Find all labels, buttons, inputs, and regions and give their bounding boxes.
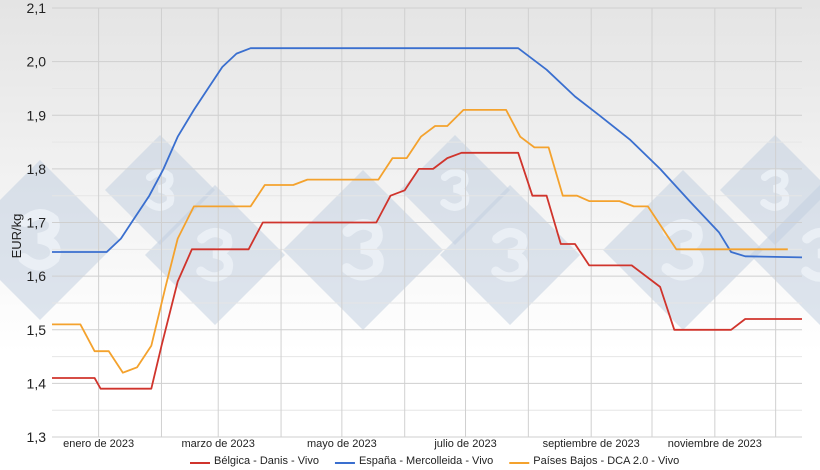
watermark-3-glyph — [145, 168, 175, 211]
x-tick-label: enero de 2023 — [63, 438, 134, 450]
y-axis: 1,3 1,4 1,5 1,6 1,7 1,8 1,9 2,0 2,1 — [27, 0, 47, 445]
watermark-diamond — [0, 160, 120, 320]
y-tick-label: 1,3 — [27, 429, 47, 445]
x-tick-label: noviembre de 2023 — [668, 438, 762, 450]
watermark-diamond — [750, 185, 820, 325]
y-tick-label: 1,8 — [27, 161, 47, 177]
legend-label: Países Bajos - DCA 2.0 - Vivo — [533, 455, 679, 467]
grid — [52, 7, 802, 438]
watermark-3-glyph — [661, 218, 704, 281]
y-tick-label: 1,5 — [27, 322, 47, 338]
y-axis-label: EUR/kg — [9, 214, 24, 259]
series-line — [52, 109, 788, 374]
watermark-logos — [0, 135, 820, 330]
legend-item: Países Bajos - DCA 2.0 - Vivo — [509, 455, 679, 467]
x-tick-label: mayo de 2023 — [307, 438, 377, 450]
legend-label: Bélgica - Danis - Vivo — [214, 455, 319, 467]
series-lines — [52, 47, 803, 390]
legend-item: Bélgica - Danis - Vivo — [190, 455, 319, 467]
series-line — [52, 47, 803, 259]
legend: Bélgica - Danis - Vivo España - Mercollei… — [190, 455, 679, 467]
y-tick-label: 1,6 — [27, 268, 47, 284]
watermark-3-glyph — [341, 218, 384, 281]
x-tick-label: marzo de 2023 — [182, 438, 255, 450]
watermark-3-glyph — [18, 208, 61, 271]
watermark-logo — [283, 170, 443, 330]
watermark-3-glyph — [801, 227, 820, 282]
x-tick-label: septiembre de 2023 — [543, 438, 640, 450]
y-tick-label: 1,7 — [27, 215, 47, 231]
y-tick-label: 2,1 — [27, 0, 47, 16]
watermark-3-glyph — [440, 168, 470, 211]
legend-item: España - Mercolleida - Vivo — [334, 455, 493, 467]
x-axis: enero de 2023 marzo de 2023 mayo de 2023 ju… — [63, 438, 762, 450]
y-tick-label: 2,0 — [27, 54, 47, 70]
y-tick-label: 1,4 — [27, 375, 47, 391]
series-line — [52, 151, 802, 390]
watermark-3-glyph — [760, 168, 790, 211]
legend-label: España - Mercolleida - Vivo — [359, 455, 493, 467]
watermark-logo — [750, 185, 820, 325]
watermark-logo — [0, 160, 120, 320]
x-tick-label: julio de 2023 — [433, 438, 496, 450]
y-tick-label: 1,9 — [27, 107, 47, 123]
